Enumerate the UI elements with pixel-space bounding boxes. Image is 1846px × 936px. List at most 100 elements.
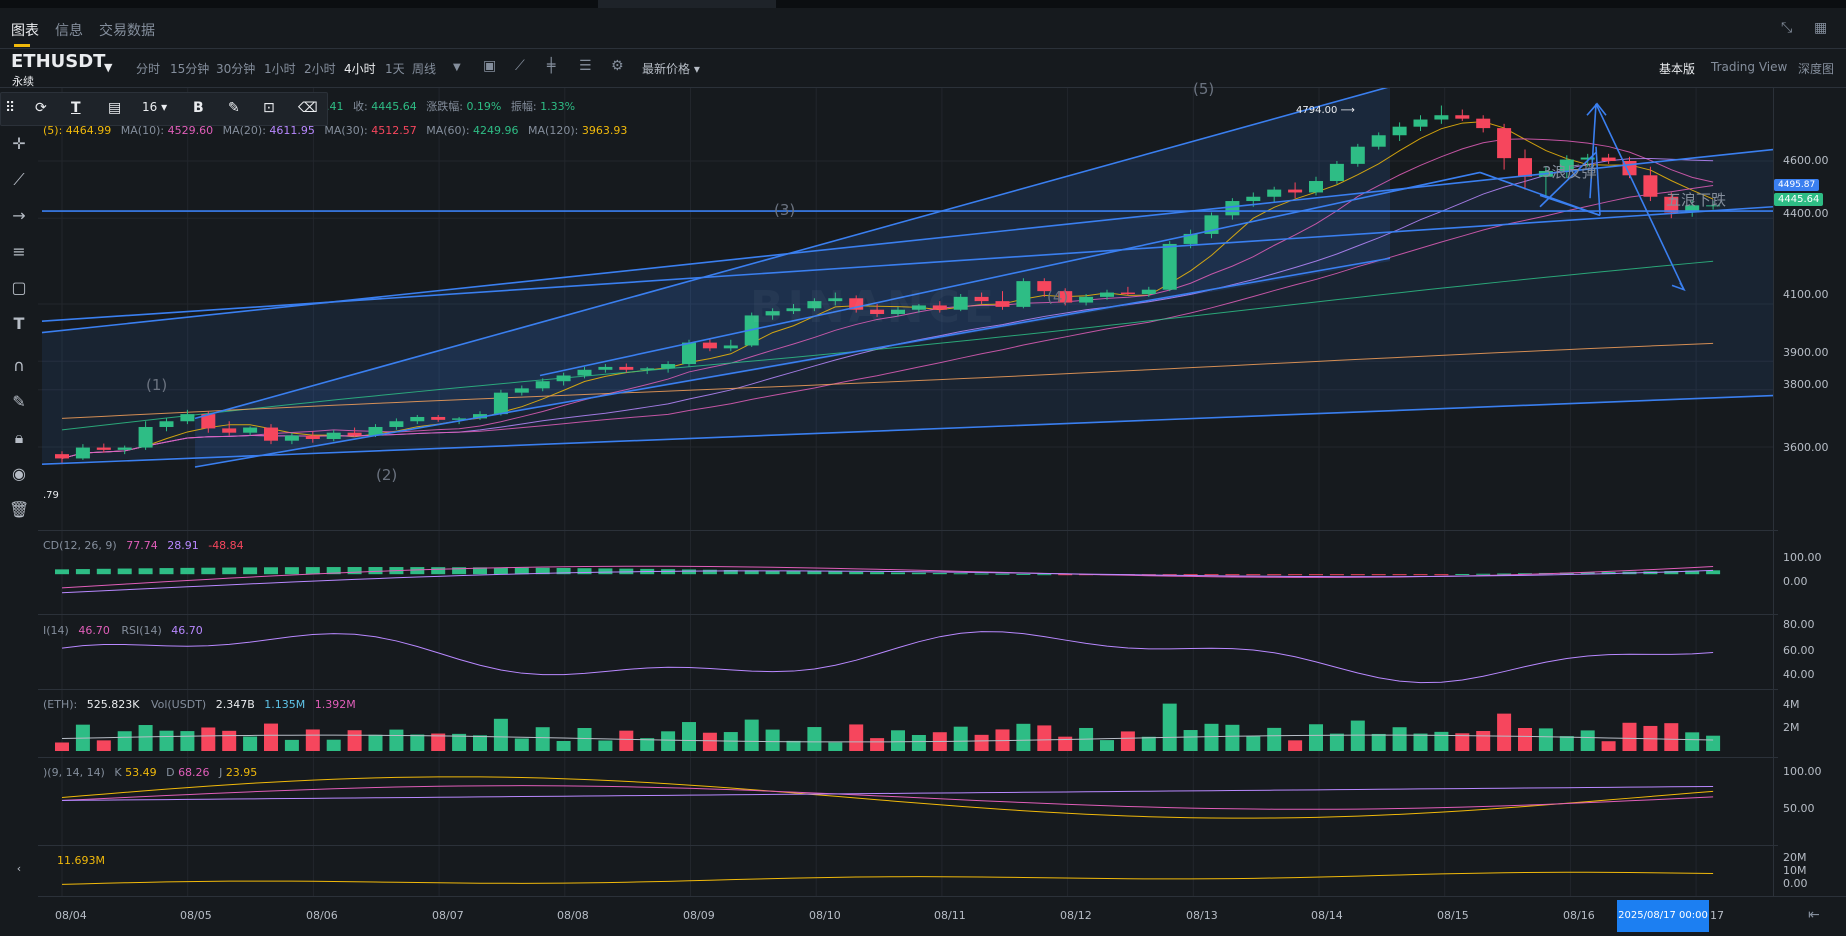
shape-tool-icon[interactable]: ▢ bbox=[11, 278, 27, 297]
candle-body bbox=[1100, 292, 1114, 297]
candle-body bbox=[1371, 135, 1386, 147]
template-icon[interactable]: ☰ bbox=[579, 58, 592, 74]
candle-body bbox=[598, 366, 613, 370]
drag-handle-icon[interactable]: ⠿ bbox=[5, 100, 16, 116]
macd-histogram-bar bbox=[1413, 574, 1428, 576]
candle-body bbox=[452, 418, 467, 420]
volume-bar bbox=[96, 740, 111, 751]
timeframe-30m[interactable]: 30分钟 bbox=[216, 62, 256, 76]
tab-info[interactable]: 信息 bbox=[55, 23, 83, 39]
eye-icon[interactable]: ◉ bbox=[12, 464, 26, 483]
layout-icon[interactable]: ▦ bbox=[1814, 20, 1828, 36]
volume-bar bbox=[1622, 722, 1637, 751]
volume-bar bbox=[305, 729, 320, 751]
price-mode-select[interactable]: 最新价格 ▾ bbox=[642, 62, 700, 76]
shrink-icon[interactable]: ⤡ bbox=[1781, 20, 1793, 36]
symbol-name[interactable]: ETHUSDT bbox=[11, 51, 106, 72]
timeframe-line[interactable]: 分时 bbox=[136, 62, 161, 76]
drop-annotation: 五浪下跌 bbox=[1666, 191, 1727, 209]
chart-canvas[interactable] bbox=[0, 88, 1846, 936]
axis-settings-icon[interactable]: ⇤ bbox=[1808, 907, 1820, 923]
unlock-icon[interactable]: ⊡ bbox=[263, 100, 275, 116]
pane-divider[interactable] bbox=[38, 614, 1778, 615]
edit-pencil-icon[interactable]: ✎ bbox=[228, 100, 240, 116]
timeframe-2h[interactable]: 2小时 bbox=[304, 62, 336, 76]
time-tick-label: 08/07 bbox=[432, 909, 464, 922]
symbol-dropdown-icon[interactable]: ▼ bbox=[104, 61, 113, 74]
macd-histogram-bar bbox=[1455, 573, 1470, 575]
view-tradingview[interactable]: Trading View bbox=[1711, 60, 1788, 74]
time-tick-label: 08/16 bbox=[1563, 909, 1595, 922]
view-depth[interactable]: 深度图 bbox=[1798, 62, 1835, 76]
fib-tool-icon[interactable]: ≡ bbox=[12, 242, 26, 261]
candle-body bbox=[1037, 281, 1052, 292]
pane-divider[interactable] bbox=[38, 757, 1778, 758]
candle-body bbox=[201, 414, 216, 429]
sync-icon[interactable]: ⟳ bbox=[35, 100, 47, 116]
macd-histogram-bar bbox=[598, 568, 613, 575]
candle-body bbox=[786, 308, 801, 312]
volume-ma-line bbox=[61, 734, 1714, 743]
volume-bar bbox=[1455, 733, 1470, 751]
candle-type-icon[interactable]: ╪ bbox=[547, 58, 556, 74]
volume-bar bbox=[452, 733, 467, 751]
macd-histogram-bar bbox=[96, 568, 111, 575]
trendline-tool-icon[interactable]: ⟋ bbox=[13, 170, 25, 189]
trash-icon[interactable]: 🗑︎ bbox=[9, 500, 30, 519]
macd-histogram-bar bbox=[180, 567, 195, 575]
candle-body bbox=[1434, 115, 1449, 120]
candle-body bbox=[326, 432, 341, 439]
volume-bar bbox=[1309, 724, 1323, 751]
macd-histogram-bar bbox=[243, 567, 258, 575]
crosshair-icon[interactable]: ✛ bbox=[12, 134, 26, 153]
timeframe-week[interactable]: 周线 bbox=[412, 62, 437, 76]
macd-histogram-bar bbox=[577, 568, 592, 575]
volume-bar bbox=[347, 730, 362, 751]
pane-divider[interactable] bbox=[38, 689, 1778, 690]
pane-divider[interactable] bbox=[38, 845, 1778, 846]
lock-icon[interactable]: 🔒︎ bbox=[14, 428, 24, 447]
calendar-icon[interactable]: ▣ bbox=[483, 58, 497, 74]
candle-body bbox=[1246, 196, 1261, 202]
tab-chart[interactable]: 图表 bbox=[11, 23, 39, 39]
timeframe-1d[interactable]: 1天 bbox=[385, 62, 405, 76]
pane-divider[interactable] bbox=[38, 530, 1778, 531]
candle-body bbox=[640, 368, 655, 370]
candle-body bbox=[75, 447, 90, 459]
timeframe-1h[interactable]: 1小时 bbox=[264, 62, 296, 76]
settings-gear-icon[interactable]: ⚙ bbox=[611, 58, 624, 74]
macd-histogram-bar bbox=[807, 571, 822, 575]
pencil-eraser-icon[interactable]: ✎ bbox=[12, 392, 26, 411]
volume-bar bbox=[243, 736, 258, 751]
price-tick-label: 3900.00 bbox=[1783, 346, 1829, 359]
candle-body bbox=[1601, 157, 1616, 161]
low-price-marker: .79 bbox=[43, 490, 59, 501]
rsi-line bbox=[61, 631, 1714, 684]
fill-bucket-icon[interactable]: ▤ bbox=[108, 100, 122, 116]
volume-bar bbox=[138, 725, 153, 751]
delete-icon[interactable]: ⌫ bbox=[298, 100, 318, 116]
bold-icon[interactable]: B bbox=[193, 100, 204, 116]
obv-tick-label: 20M bbox=[1783, 851, 1807, 864]
indicator-icon[interactable]: ⟋ bbox=[515, 58, 525, 74]
volume-bar bbox=[1329, 733, 1344, 751]
volume-bar bbox=[702, 732, 717, 751]
font-size-select[interactable]: 16 ▾ bbox=[142, 100, 168, 114]
wave-support-line bbox=[539, 171, 1481, 377]
collapse-sidebar-icon[interactable]: ‹ bbox=[16, 862, 22, 875]
timeframe-15m[interactable]: 15分钟 bbox=[170, 62, 210, 76]
wave-label-4: (4) bbox=[1047, 288, 1069, 306]
candle-body bbox=[1518, 158, 1532, 177]
more-timeframes-icon[interactable]: ▼ bbox=[453, 62, 461, 73]
arrow-tool-icon[interactable]: → bbox=[12, 206, 26, 225]
text-tool-icon[interactable]: T bbox=[13, 314, 25, 333]
text-color-icon[interactable]: T bbox=[71, 100, 81, 116]
rebound-stem bbox=[1589, 103, 1597, 199]
volume-bar bbox=[410, 734, 425, 751]
tab-trading-data[interactable]: 交易数据 bbox=[99, 23, 155, 39]
timeframe-4h[interactable]: 4小时 bbox=[344, 62, 376, 76]
magnet-icon[interactable]: ∩ bbox=[13, 356, 25, 375]
view-basic[interactable]: 基本版 bbox=[1659, 62, 1696, 76]
macd-histogram-bar bbox=[326, 567, 341, 575]
crosshair-time-tag: 2025/08/17 00:00 bbox=[1617, 900, 1709, 932]
